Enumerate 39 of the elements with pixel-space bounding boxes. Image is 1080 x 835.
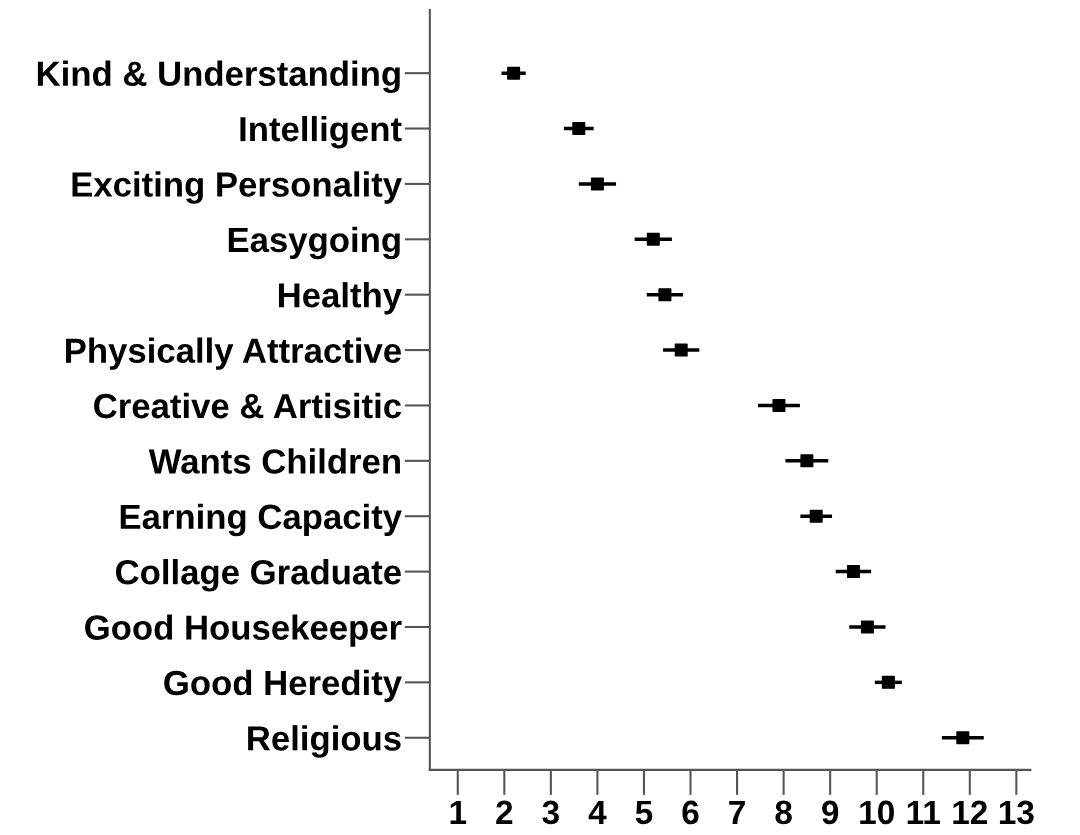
y-tick-label: Kind & Understanding xyxy=(37,60,400,94)
y-tick-label: Exciting Personality xyxy=(72,171,402,204)
point xyxy=(658,288,672,302)
x-tick-label: 9 xyxy=(822,800,839,825)
point xyxy=(772,398,786,412)
y-tick-label: Physically Attractive xyxy=(66,337,401,370)
y-tick-label: Collage Graduate xyxy=(116,559,401,592)
x-tick-label: 12 xyxy=(953,800,988,824)
x-tick-label: 11 xyxy=(907,800,940,824)
x-tick-label: 5 xyxy=(635,800,653,825)
point xyxy=(809,509,823,523)
x-tick-label: 8 xyxy=(775,800,792,825)
x-tick-label: 2 xyxy=(496,800,513,824)
y-tick-label: Good Heredity xyxy=(164,669,402,703)
y-tick-label: Creative & Artisitic xyxy=(94,392,402,419)
point xyxy=(800,454,814,468)
point xyxy=(846,565,860,579)
y-tick-label: Wants Children xyxy=(148,448,400,474)
x-tick-label: 13 xyxy=(999,800,1034,825)
x-tick-label: 1 xyxy=(450,800,467,824)
y-tick-label: Religious xyxy=(248,725,401,758)
x-tick-label: 3 xyxy=(542,800,559,825)
x-tick-label: 4 xyxy=(588,800,607,824)
point xyxy=(860,620,874,634)
point xyxy=(590,177,604,191)
point xyxy=(646,232,660,246)
y-tick-label: Good Housekeeper xyxy=(85,614,402,647)
point xyxy=(956,731,970,745)
y-tick-label: Easygoing xyxy=(228,226,400,260)
point xyxy=(572,122,586,136)
x-tick-label: 7 xyxy=(729,800,745,824)
point xyxy=(674,343,688,357)
x-tick-label: 10 xyxy=(860,800,894,825)
x-tick-label: 6 xyxy=(682,800,699,825)
y-tick-label: Earning Capacity xyxy=(120,503,402,537)
point xyxy=(507,66,521,80)
y-tick-label: Healthy xyxy=(278,282,402,315)
point xyxy=(881,675,895,689)
y-tick-label: Intelligent xyxy=(240,115,402,149)
